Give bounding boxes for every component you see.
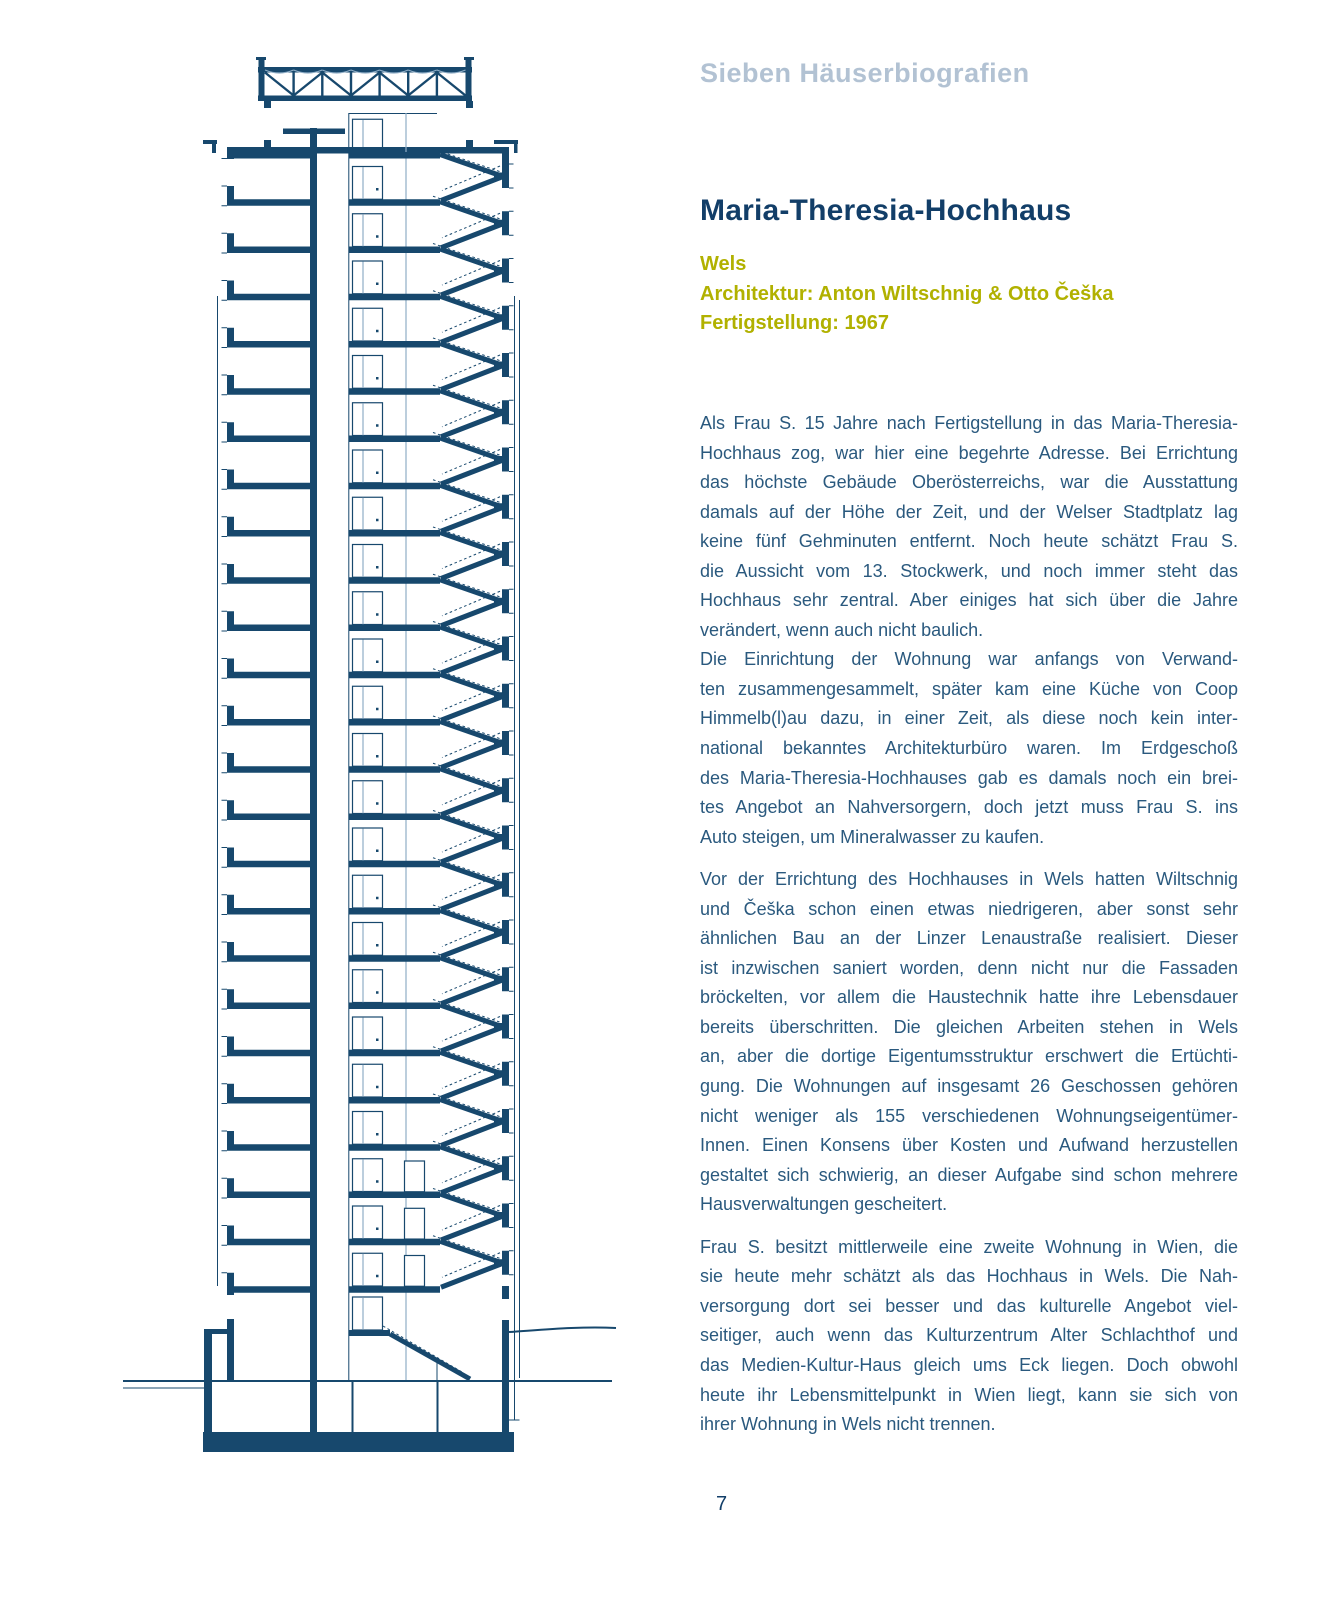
body-line: nicht weniger als 155 verschiedenen Wohn… <box>700 1105 1238 1126</box>
body-line: Hausverwaltungen gescheitert. <box>700 1194 948 1215</box>
body-line: und Češka schon einen etwas niedrigeren,… <box>700 898 1238 919</box>
body-line: verändert, wenn auch nicht baulich. <box>700 619 984 640</box>
body-line: national bekanntes Architekturbüro waren… <box>700 738 1238 759</box>
body-line: die Aussicht vom 13. Stockwerk, und noch… <box>700 560 1238 581</box>
body-line: Vor der Errichtung des Hochhauses in Wel… <box>700 869 1238 890</box>
body-line: bröckelten, vor allem die Haustechnik ha… <box>700 987 1238 1008</box>
article-meta: Wels Architektur: Anton Wiltschnig & Ott… <box>700 250 1238 339</box>
body-line: gung. Die Wohnungen auf insgesamt 26 Ges… <box>700 1076 1238 1097</box>
body-line: ist inzwischen saniert worden, denn nich… <box>700 957 1238 978</box>
building-section-drawing <box>123 57 617 1452</box>
body-line: Himmelb(l)au dazu, in einer Zeit, als di… <box>700 708 1238 729</box>
body-line: keine fünf Gehminuten entfernt. Noch heu… <box>700 531 1238 552</box>
body-line: versorgung dort sei besser und das kultu… <box>700 1295 1238 1316</box>
body-line: ihrer Wohnung in Wels nicht trennen. <box>700 1414 996 1435</box>
body-line: seitiger, auch wenn das Kulturzentrum Al… <box>700 1325 1238 1346</box>
article-title: Maria-Theresia-Hochhaus <box>700 194 1072 227</box>
body-line: des Maria-Theresia-Hochhauses gab es dam… <box>700 767 1238 788</box>
body-line: gestaltet sich schwierig, an dieser Aufg… <box>700 1164 1238 1185</box>
body-line: heute ihr Lebensmittelpunkt in Wien lieg… <box>700 1384 1238 1405</box>
page-number: 7 <box>716 1493 728 1515</box>
body-line: Hochhaus sehr zentral. Aber einiges hat … <box>700 590 1238 611</box>
body-line: Als Frau S. 15 Jahre nach Fertigstellung… <box>700 413 1238 433</box>
body-text: Als Frau S. 15 Jahre nach Fertigstellung… <box>700 409 1238 1440</box>
body-line: ten zusammengesammelt, später kam eine K… <box>700 678 1238 699</box>
paragraph: Die Einrichtung der Wohnung war anfangs … <box>700 645 1238 852</box>
body-line: Frau S. besitzt mittlerweile eine zweite… <box>700 1236 1238 1257</box>
body-line: an, aber die dortige Eigentumsstruktur e… <box>700 1046 1238 1067</box>
paragraph: Vor der Errichtung des Hochhauses in Wel… <box>700 865 1238 1220</box>
body-line: Hochhaus zog, war hier eine begehrte Adr… <box>700 442 1238 463</box>
body-line: bereits überschritten. Die gleichen Arbe… <box>700 1016 1238 1037</box>
body-line: sie heute mehr schätzt als das Hochhaus … <box>700 1266 1238 1287</box>
body-line: ähnlichen Bau an der Linzer Lenaustraße … <box>700 928 1238 949</box>
body-line: das Medien-Kultur-Haus gleich ums Eck li… <box>700 1354 1238 1375</box>
meta-architects: Architektur: Anton Wiltschnig & Otto Češ… <box>700 282 1114 305</box>
meta-location: Wels <box>700 253 747 275</box>
body-line: Innen. Einen Konsens über Kosten und Auf… <box>700 1135 1238 1156</box>
body-line: Die Einrichtung der Wohnung war anfangs … <box>700 649 1238 670</box>
body-line: das höchste Gebäude Oberösterreichs, war… <box>700 472 1238 493</box>
section-kicker: Sieben Häuserbiografien <box>700 58 1030 88</box>
body-line: tes Angebot an Nahversorgern, doch jetzt… <box>700 797 1238 818</box>
body-line: Auto steigen, um Mineralwasser zu kaufen… <box>700 826 1045 847</box>
meta-completion: Fertigstellung: 1967 <box>700 312 889 334</box>
paragraph: Frau S. besitzt mittlerweile eine zweite… <box>700 1233 1238 1440</box>
body-line: damals auf der Höhe der Zeit, und der We… <box>700 501 1238 522</box>
paragraph: Als Frau S. 15 Jahre nach Fertigstellung… <box>700 409 1238 645</box>
